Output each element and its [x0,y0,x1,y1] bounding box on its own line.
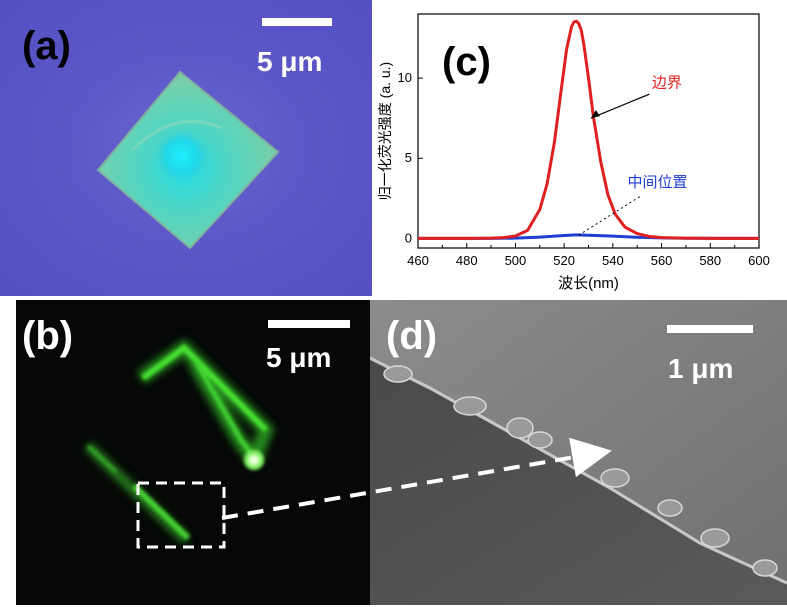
panel-a-label: (a) [22,24,71,68]
panel-d-scale-bar-label: 1 μm [668,353,734,384]
panel-b-fluorescence-image: (b) 5 μm [16,300,370,605]
x-tick-label: 460 [407,253,429,268]
chart-series [418,19,760,240]
x-tick-label: 600 [748,253,770,268]
x-tick-label: 560 [651,253,673,268]
panel-d-sem-image: (d) 1 μm [370,300,787,605]
crystal-center-spot [156,130,208,182]
spectrum-chart-svg: 460 480 500 520 540 560 580 600 0 5 10 波长(nm) 归一化荧光强… [377,13,770,292]
x-axis-label: 波长(nm) [558,275,619,292]
x-tick-label: 520 [553,253,575,268]
y-axis-label: 归一化荧光强度 (a. u.) [377,62,393,200]
annotation-middle-label: 中间位置 [627,174,687,191]
series-line-boundary [418,19,759,240]
y-tick-label: 10 [398,70,412,85]
panel-a-scale-bar [262,18,332,26]
x-tick-label: 500 [505,253,527,268]
chart-axes: 460 480 500 520 540 560 580 600 0 5 10 波长(nm) 归一化荧光强… [377,13,770,292]
panel-b-label: (b) [22,314,74,358]
panel-c-label: (c) [442,40,491,84]
panel-a-optical-image: (a) 5 μm [0,0,372,296]
annotation-boundary-arrowhead [590,110,600,119]
panel-c-spectrum-chart: 460 480 500 520 540 560 580 600 0 5 10 波长(nm) 归一化荧光强… [372,0,787,296]
y-tick-label: 0 [405,230,412,245]
x-tick-label: 540 [602,253,624,268]
crystal-inner-arc [130,120,223,152]
panel-b-scale-bar [268,320,350,328]
panel-d-scale-bar [667,325,753,333]
panel-a-scale-bar-label: 5 μm [257,46,323,77]
y-tick-label: 5 [405,150,412,165]
annotation-middle-arrow [578,196,640,236]
panel-a-micrograph [96,70,280,250]
panel-b-scale-bar-label: 5 μm [266,342,332,373]
x-tick-label: 480 [456,253,478,268]
annotation-boundary-arrow [590,93,650,119]
x-tick-label: 580 [699,253,721,268]
panel-d-label: (d) [386,314,438,358]
annotation-boundary-label: 边界 [652,75,682,92]
